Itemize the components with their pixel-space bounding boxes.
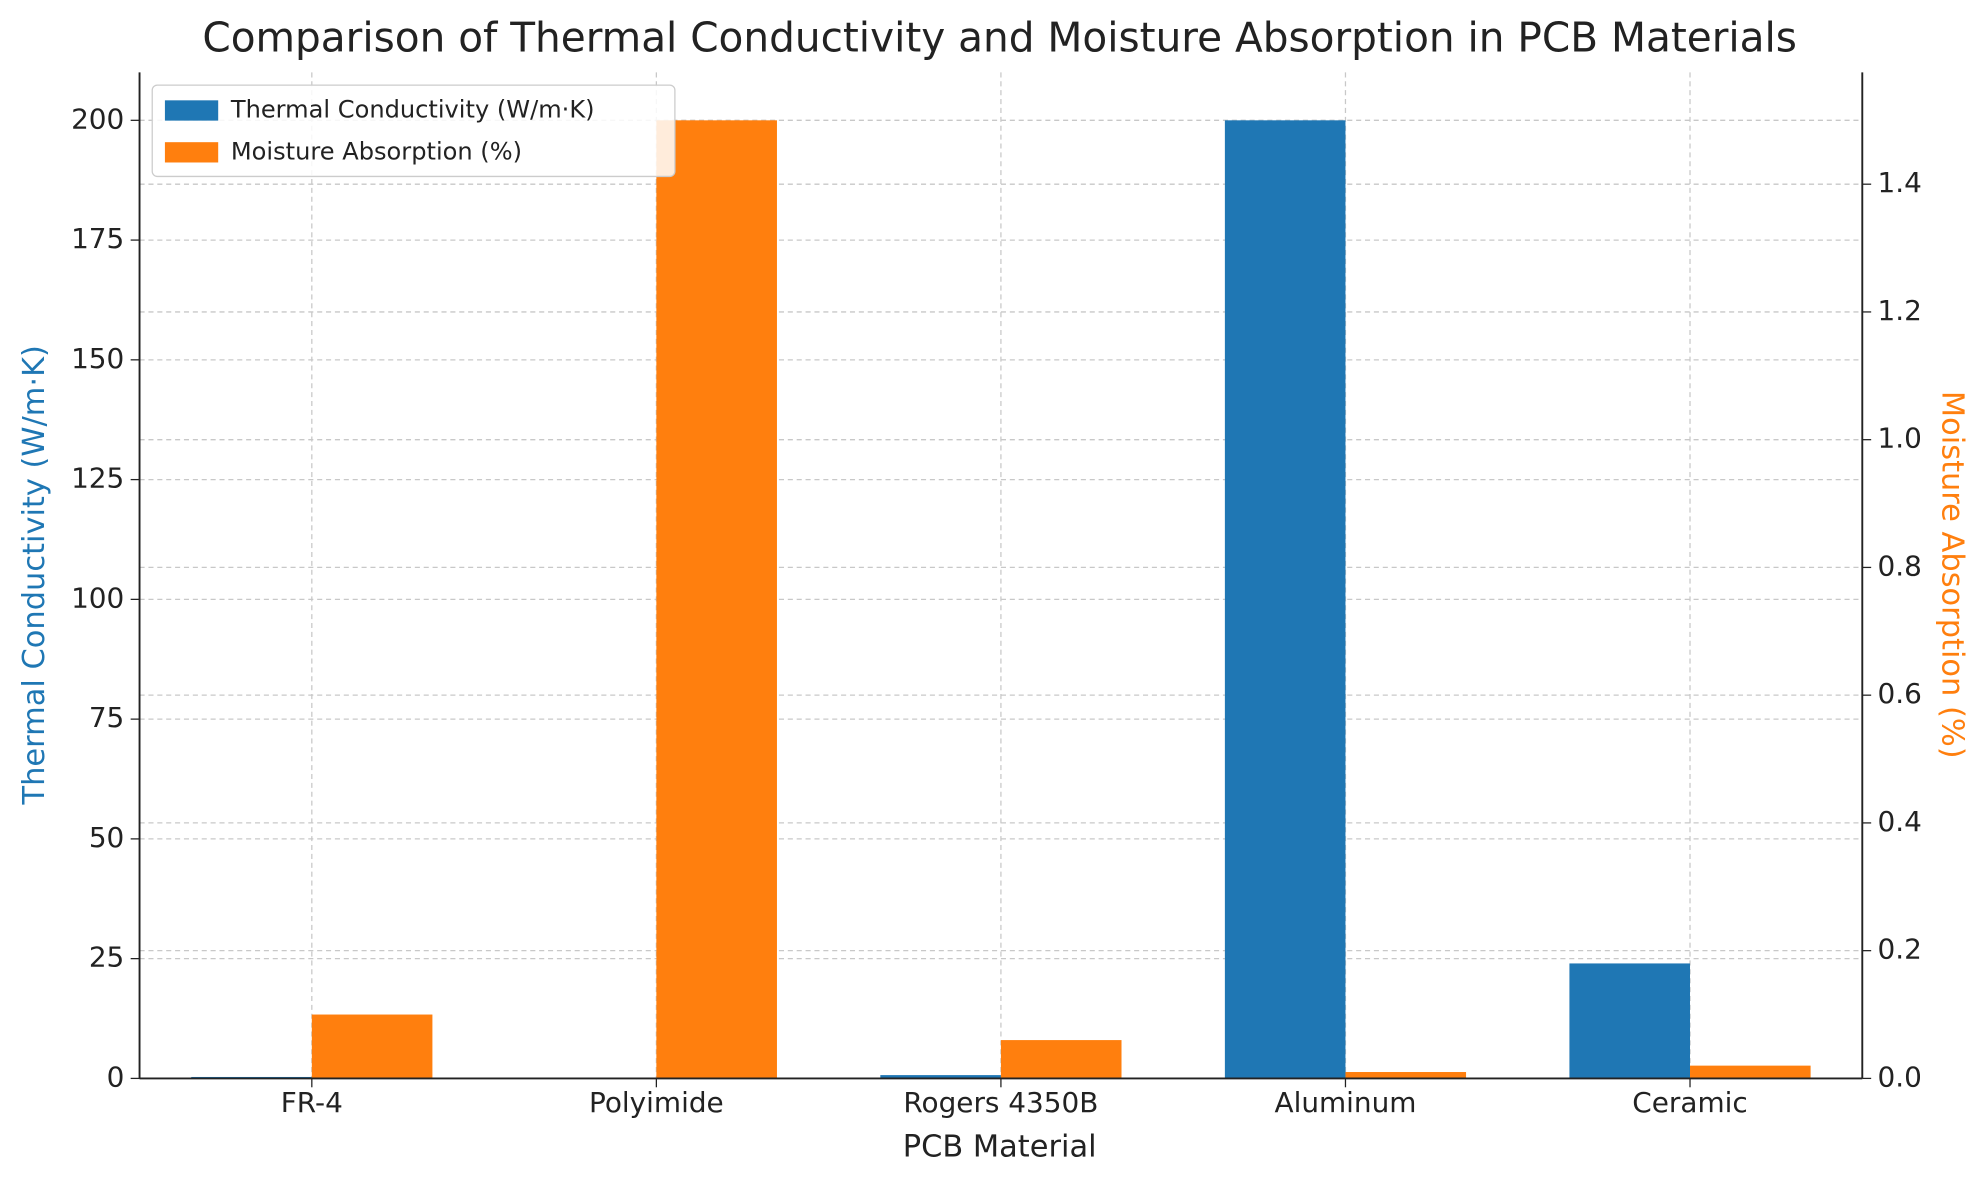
x-tick-label: Rogers 4350B xyxy=(903,1086,1098,1119)
bar xyxy=(1569,963,1691,1079)
y-tick-label: 0 xyxy=(107,1060,125,1093)
x-tick-label: Ceramic xyxy=(1632,1086,1747,1119)
y-tick-label: 75 xyxy=(89,701,125,734)
legend: Thermal Conductivity (W/m·K) Moisture Abs… xyxy=(151,84,676,178)
legend-box xyxy=(151,84,676,178)
bar xyxy=(880,1075,1001,1079)
y2-tick-label: 0.2 xyxy=(1878,933,1922,966)
legend-swatch xyxy=(164,100,219,121)
grid xyxy=(139,72,1863,1080)
y-tick-label: 150 xyxy=(71,342,124,375)
y2-axis-label: Moisture Absorption (%) xyxy=(1935,391,1970,759)
y2-tick-label: 0.6 xyxy=(1878,677,1922,710)
y2-tick-label: 0.8 xyxy=(1878,549,1922,582)
y-tick-label: 50 xyxy=(89,821,125,854)
y-tick-label: 25 xyxy=(89,941,125,974)
x-tick-label: Aluminum xyxy=(1274,1086,1416,1119)
bar xyxy=(656,120,777,1079)
y-tick-label: 100 xyxy=(71,581,124,614)
y-axis-label: Thermal Conductivity (W/m·K) xyxy=(17,345,52,805)
chart-title: Comparison of Thermal Conductivity and M… xyxy=(202,14,1797,62)
bar xyxy=(1000,1040,1122,1079)
y-tick-label: 125 xyxy=(71,462,124,495)
bar xyxy=(1224,120,1346,1079)
bar xyxy=(1690,1065,1811,1079)
y-tick-label: 175 xyxy=(71,222,124,255)
x-axis-label: PCB Material xyxy=(903,1130,1097,1165)
x-tick-label: FR-4 xyxy=(281,1086,343,1119)
y2-tick-label: 0.4 xyxy=(1878,805,1922,838)
y2-tick-label: 0.0 xyxy=(1878,1060,1922,1093)
legend-label: Moisture Absorption (%) xyxy=(231,137,522,165)
legend-label: Thermal Conductivity (W/m·K) xyxy=(230,95,595,123)
y2-tick-label: 1.2 xyxy=(1878,294,1922,327)
x-tick-label: Polyimide xyxy=(589,1086,724,1119)
bar xyxy=(1345,1072,1467,1079)
y2-tick-label: 1.4 xyxy=(1878,166,1922,199)
legend-swatch xyxy=(164,142,219,163)
y2-tick-label: 1.0 xyxy=(1878,422,1922,455)
bar xyxy=(311,1014,433,1079)
y-tick-label: 200 xyxy=(71,102,124,135)
